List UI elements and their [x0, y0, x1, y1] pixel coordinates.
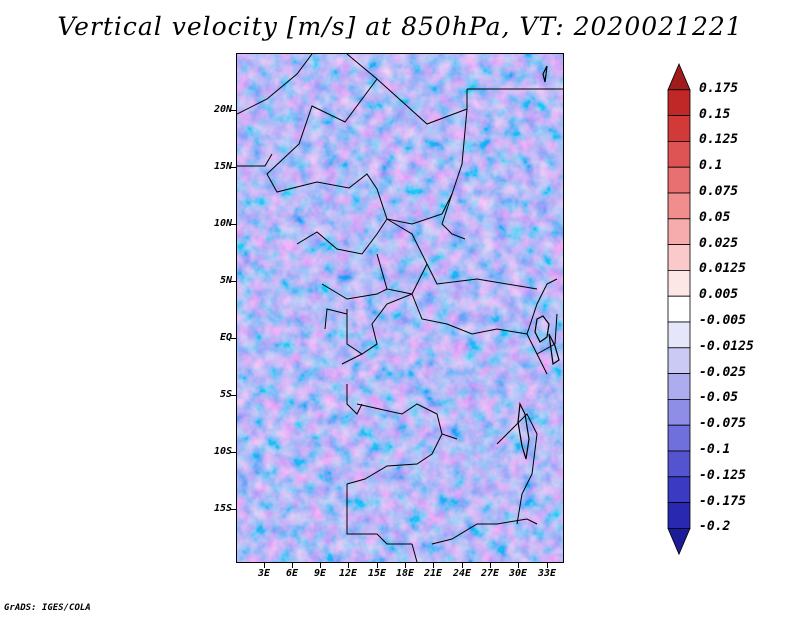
lat-tick: [231, 281, 236, 282]
lat-tick: [231, 395, 236, 396]
map-panel[interactable]: [236, 53, 564, 563]
colorbar-segment: [667, 424, 691, 452]
lat-label-5n: 5N: [219, 275, 232, 286]
lat-tick: [231, 167, 236, 168]
lat-label-5s: 5S: [219, 389, 232, 400]
colorbar-segment: [667, 398, 691, 426]
colorbar-label: 0.075: [699, 184, 739, 199]
lon-tick: [320, 563, 321, 568]
colorbar-segment: [667, 269, 691, 297]
colorbar-label: 0.15: [699, 106, 731, 122]
colorbar-segment: [667, 62, 691, 91]
lat-label-10s: 10S: [213, 446, 232, 457]
footer-credit: GrADS: IGES/COLA: [4, 603, 91, 613]
lon-tick: [462, 563, 463, 568]
colorbar: [667, 62, 691, 556]
lon-label-33e: 33E: [537, 568, 557, 579]
colorbar-label: 0.175: [699, 80, 739, 96]
colorbar-label: 0.125: [699, 132, 739, 148]
colorbar-segment: [667, 527, 691, 556]
colorbar-segment: [667, 192, 691, 220]
lon-tick: [264, 563, 265, 568]
colorbar-label: -0.2: [699, 519, 731, 535]
lat-tick: [231, 224, 236, 225]
country-borders: [237, 54, 563, 562]
colorbar-label: 0.025: [699, 235, 739, 251]
colorbar-segment: [667, 476, 691, 503]
lat-label-15n: 15N: [213, 161, 232, 172]
colorbar-segment: [667, 166, 691, 194]
colorbar-segment: [667, 115, 691, 142]
lon-label-30e: 30E: [508, 568, 528, 579]
lon-label-24e: 24E: [452, 568, 472, 579]
colorbar-label: 0.005: [699, 287, 739, 303]
lon-tick: [405, 563, 406, 568]
colorbar-segment: [667, 141, 691, 168]
lon-tick: [377, 563, 378, 568]
lon-label-15e: 15E: [367, 568, 387, 579]
lon-label-12e: 12E: [338, 568, 358, 579]
colorbar-segment: [667, 373, 691, 400]
colorbar-label: -0.005: [699, 313, 746, 328]
colorbar-segment: [667, 244, 691, 271]
lat-label-20n: 20N: [213, 104, 232, 115]
colorbar-label: -0.075: [699, 416, 746, 432]
lat-tick: [231, 509, 236, 510]
velocity-field: [237, 54, 563, 562]
colorbar-label: -0.025: [699, 364, 746, 380]
lat-tick: [231, 452, 236, 453]
lat-tick: [231, 338, 236, 339]
colorbar-label: -0.1: [699, 442, 731, 457]
colorbar-segment: [667, 347, 691, 374]
lon-tick: [292, 563, 293, 568]
colorbar-label: -0.125: [699, 467, 746, 483]
lon-label-21e: 21E: [423, 568, 443, 579]
lon-label-6e: 6E: [285, 568, 299, 579]
colorbar-label: 0.05: [699, 209, 731, 225]
colorbar-segment: [667, 295, 691, 323]
colorbar-segment: [667, 89, 691, 116]
chart-title: Vertical velocity [m/s] at 850hPa, VT: 2…: [57, 12, 743, 41]
lon-tick: [490, 563, 491, 568]
map-canvas: [237, 54, 563, 562]
colorbar-label: -0.05: [699, 390, 739, 406]
colorbar-segment: [667, 321, 691, 349]
lat-label-eq: EQ: [219, 332, 232, 343]
lon-label-18e: 18E: [395, 568, 415, 579]
lon-tick: [518, 563, 519, 568]
colorbar-segment: [667, 450, 691, 478]
colorbar-segment: [667, 218, 691, 246]
lat-tick: [231, 110, 236, 111]
lon-tick: [433, 563, 434, 568]
lon-tick: [547, 563, 548, 568]
colorbar-label: 0.1: [699, 158, 723, 174]
colorbar-label: 0.0125: [699, 261, 746, 277]
lon-label-9e: 9E: [313, 568, 327, 579]
colorbar-segment: [667, 502, 691, 529]
lon-tick: [348, 563, 349, 568]
lat-label-15s: 15S: [213, 503, 232, 514]
colorbar-label: -0.175: [699, 493, 746, 509]
lat-label-10n: 10N: [213, 218, 232, 229]
lon-label-27e: 27E: [480, 568, 500, 579]
lake-outlines: [517, 65, 560, 460]
lon-label-3e: 3E: [257, 568, 271, 579]
colorbar-label: -0.0125: [699, 338, 754, 354]
